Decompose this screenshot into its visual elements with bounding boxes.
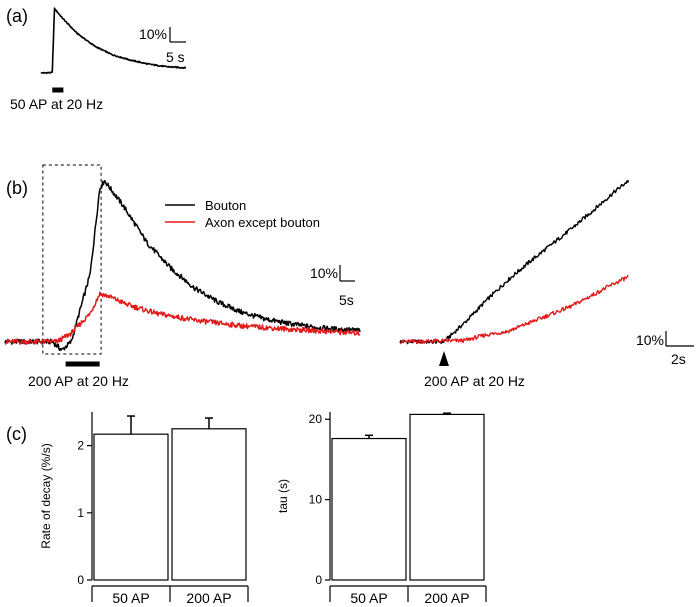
panel-a-plot: 50 AP at 20 Hz 10% 5 s (10, 7, 187, 112)
panel-b-right-stimulus-label: 200 AP at 20 Hz (424, 373, 525, 389)
y-axis-label: Rate of decay (%/s) (39, 443, 53, 548)
panel-a-stimulus-label: 50 AP at 20 Hz (10, 96, 103, 112)
x-category-label: 50 AP (350, 590, 387, 606)
panel-a-trace-bouton (40, 7, 187, 75)
y-tick-label: 1 (77, 506, 84, 520)
panel-b-highlight-box (42, 164, 102, 355)
panel-b-right-stimulus-arrowhead (438, 351, 449, 366)
panel-b-left-trace-axon (4, 291, 361, 345)
x-category-label: 200 AP (186, 590, 231, 606)
panel-c-left-bar-chart: 0 1 2 Rate of decay (%/s) 50 AP 200 AP (39, 412, 249, 606)
y-tick-label: 0 (77, 573, 84, 587)
panel-b-right-plot: 200 AP at 20 Hz 10% 2s (399, 179, 694, 389)
panel-b-right-trace-bouton (399, 179, 630, 345)
panel-b-right-trace-axon (399, 274, 629, 345)
panel-b-left-trace-bouton (4, 179, 361, 352)
legend-label-bouton: Bouton (205, 198, 246, 213)
panel-a-scalebar-y-label: 10% (139, 26, 167, 42)
panel-c-right-bar-chart: 0 10 20 tau (s) 50 AP 200 AP (276, 412, 487, 606)
panel-b-right-scalebar-x-label: 2s (671, 351, 686, 367)
bar-50-ap (93, 433, 169, 581)
bar-50-ap (331, 437, 407, 581)
panel-label-a: (a) (6, 6, 28, 26)
panel-b-left-stimulus-label: 200 AP at 20 Hz (28, 373, 129, 389)
panel-b-left-plot: 200 AP at 20 Hz 10% 5s Bouton Axon excep… (4, 164, 361, 389)
y-tick-label: 0 (315, 573, 322, 587)
y-tick-label: 10 (309, 493, 323, 507)
legend-label-axon: Axon except bouton (205, 215, 320, 230)
panel-b-right-scalebar: 10% 2s (636, 331, 694, 367)
x-category-label: 50 AP (112, 590, 149, 606)
panel-b-legend: Bouton Axon except bouton (165, 198, 320, 230)
x-category-label: 200 AP (424, 590, 469, 606)
panel-label-c: (c) (6, 424, 27, 444)
y-axis-label: tau (s) (276, 479, 290, 513)
panel-b-right-scalebar-y-label: 10% (636, 332, 664, 348)
bar-200-ap (171, 428, 247, 581)
y-tick-label: 2 (77, 439, 84, 453)
panel-label-b: (b) (6, 178, 28, 198)
y-tick-label: 20 (309, 412, 323, 426)
panel-a-scalebar-x-label: 5 s (166, 49, 185, 65)
panel-b-left-scalebar-y-label: 10% (310, 265, 338, 281)
panel-a-scalebar: 10% 5 s (139, 26, 186, 65)
panel-b-left-scalebar-x-label: 5s (339, 292, 354, 308)
bar-200-ap (409, 413, 485, 581)
panel-b-left-scalebar: 10% 5s (310, 265, 355, 308)
